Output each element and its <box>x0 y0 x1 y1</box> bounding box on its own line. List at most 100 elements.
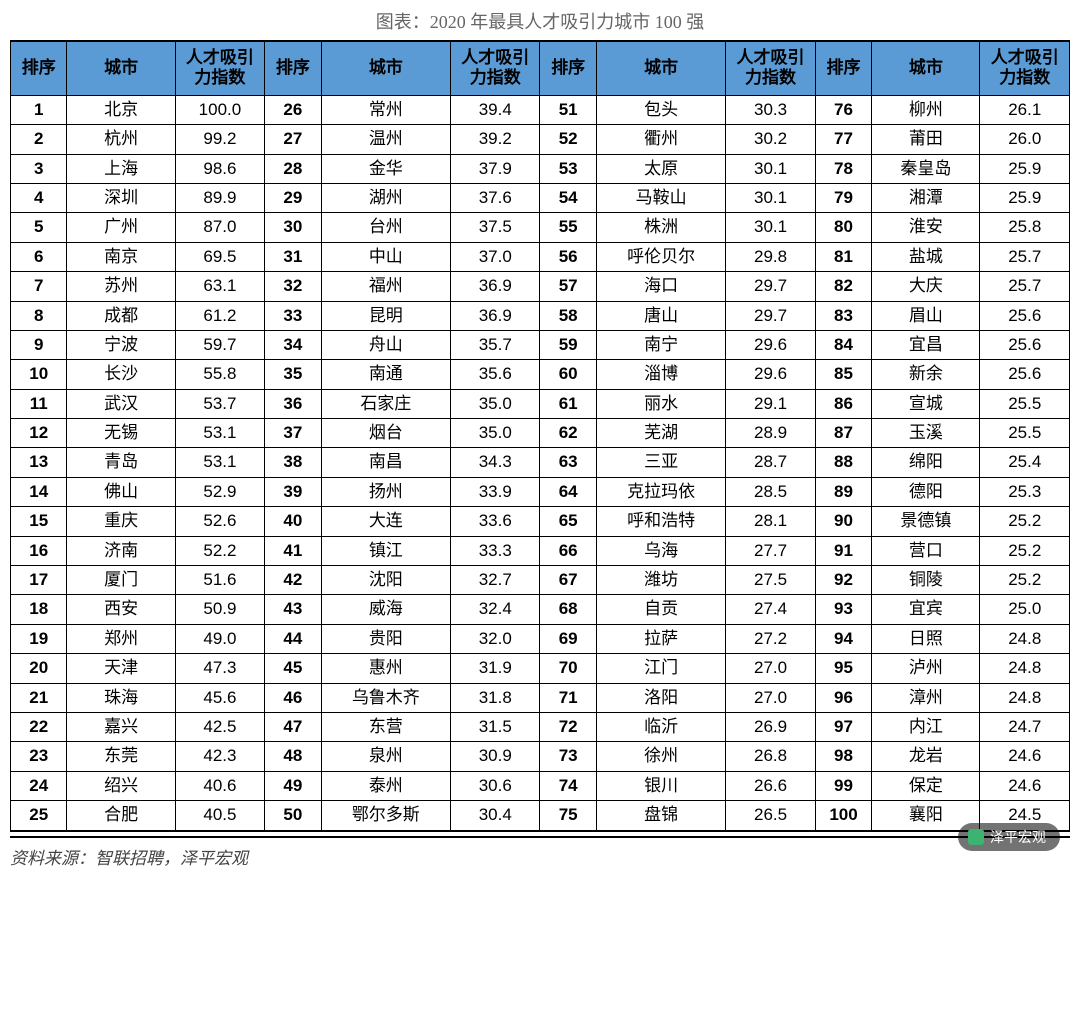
city-cell: 新余 <box>872 360 980 389</box>
rank-cell: 86 <box>815 389 871 418</box>
city-cell: 银川 <box>596 771 725 800</box>
index-cell: 52.9 <box>175 477 264 506</box>
city-cell: 呼和浩特 <box>596 507 725 536</box>
rank-cell: 44 <box>265 624 321 653</box>
index-cell: 53.1 <box>175 448 264 477</box>
rank-cell: 99 <box>815 771 871 800</box>
rank-cell: 47 <box>265 712 321 741</box>
rank-cell: 92 <box>815 566 871 595</box>
index-cell: 36.9 <box>451 272 540 301</box>
rank-cell: 87 <box>815 419 871 448</box>
city-cell: 宁波 <box>67 330 175 359</box>
rank-cell: 28 <box>265 154 321 183</box>
city-cell: 淄博 <box>596 360 725 389</box>
rank-cell: 19 <box>11 624 67 653</box>
rank-cell: 77 <box>815 125 871 154</box>
index-cell: 35.0 <box>451 419 540 448</box>
city-cell: 太原 <box>596 154 725 183</box>
index-cell: 61.2 <box>175 301 264 330</box>
index-cell: 49.0 <box>175 624 264 653</box>
rank-cell: 67 <box>540 566 596 595</box>
header-city: 城市 <box>596 41 725 95</box>
index-cell: 25.6 <box>980 330 1070 359</box>
chart-title: 图表：2020 年最具人才吸引力城市 100 强 <box>0 0 1080 40</box>
ranking-table: 排序 城市 人才吸引力指数 排序 城市 人才吸引力指数 排序 城市 人才吸引力指… <box>10 40 1070 832</box>
index-cell: 27.0 <box>726 683 815 712</box>
city-cell: 台州 <box>321 213 450 242</box>
header-city: 城市 <box>67 41 175 95</box>
city-cell: 湖州 <box>321 183 450 212</box>
table-row: 19郑州49.044贵阳32.069拉萨27.294日照24.8 <box>11 624 1070 653</box>
city-cell: 泰州 <box>321 771 450 800</box>
table-row: 5广州87.030台州37.555株洲30.180淮安25.8 <box>11 213 1070 242</box>
city-cell: 广州 <box>67 213 175 242</box>
city-cell: 洛阳 <box>596 683 725 712</box>
index-cell: 45.6 <box>175 683 264 712</box>
rank-cell: 10 <box>11 360 67 389</box>
rank-cell: 45 <box>265 654 321 683</box>
table-row: 14佛山52.939扬州33.964克拉玛依28.589德阳25.3 <box>11 477 1070 506</box>
rank-cell: 74 <box>540 771 596 800</box>
table-row: 18西安50.943威海32.468自贡27.493宜宾25.0 <box>11 595 1070 624</box>
rank-cell: 29 <box>265 183 321 212</box>
rank-cell: 76 <box>815 95 871 124</box>
city-cell: 淮安 <box>872 213 980 242</box>
city-cell: 株洲 <box>596 213 725 242</box>
rank-cell: 94 <box>815 624 871 653</box>
index-cell: 63.1 <box>175 272 264 301</box>
city-cell: 东莞 <box>67 742 175 771</box>
rank-cell: 64 <box>540 477 596 506</box>
rank-cell: 46 <box>265 683 321 712</box>
table-row: 2杭州99.227温州39.252衢州30.277莆田26.0 <box>11 125 1070 154</box>
rank-cell: 81 <box>815 242 871 271</box>
city-cell: 大连 <box>321 507 450 536</box>
index-cell: 24.7 <box>980 712 1070 741</box>
header-index: 人才吸引力指数 <box>726 41 815 95</box>
rank-cell: 35 <box>265 360 321 389</box>
table-row: 16济南52.241镇江33.366乌海27.791营口25.2 <box>11 536 1070 565</box>
rank-cell: 50 <box>265 801 321 831</box>
header-rank: 排序 <box>540 41 596 95</box>
index-cell: 40.6 <box>175 771 264 800</box>
index-cell: 39.4 <box>451 95 540 124</box>
city-cell: 南宁 <box>596 330 725 359</box>
city-cell: 保定 <box>872 771 980 800</box>
city-cell: 厦门 <box>67 566 175 595</box>
rank-cell: 85 <box>815 360 871 389</box>
index-cell: 37.0 <box>451 242 540 271</box>
index-cell: 29.6 <box>726 330 815 359</box>
rank-cell: 3 <box>11 154 67 183</box>
rank-cell: 98 <box>815 742 871 771</box>
index-cell: 24.8 <box>980 624 1070 653</box>
index-cell: 28.7 <box>726 448 815 477</box>
city-cell: 惠州 <box>321 654 450 683</box>
city-cell: 扬州 <box>321 477 450 506</box>
city-cell: 秦皇岛 <box>872 154 980 183</box>
index-cell: 30.6 <box>451 771 540 800</box>
rank-cell: 22 <box>11 712 67 741</box>
city-cell: 宜昌 <box>872 330 980 359</box>
rank-cell: 16 <box>11 536 67 565</box>
city-cell: 济南 <box>67 536 175 565</box>
rank-cell: 40 <box>265 507 321 536</box>
rank-cell: 34 <box>265 330 321 359</box>
rank-cell: 60 <box>540 360 596 389</box>
rank-cell: 90 <box>815 507 871 536</box>
city-cell: 青岛 <box>67 448 175 477</box>
index-cell: 25.0 <box>980 595 1070 624</box>
rank-cell: 72 <box>540 712 596 741</box>
index-cell: 29.6 <box>726 360 815 389</box>
city-cell: 玉溪 <box>872 419 980 448</box>
city-cell: 中山 <box>321 242 450 271</box>
city-cell: 杭州 <box>67 125 175 154</box>
index-cell: 27.2 <box>726 624 815 653</box>
table-row: 13青岛53.138南昌34.363三亚28.788绵阳25.4 <box>11 448 1070 477</box>
city-cell: 景德镇 <box>872 507 980 536</box>
index-cell: 53.7 <box>175 389 264 418</box>
rank-cell: 12 <box>11 419 67 448</box>
rank-cell: 68 <box>540 595 596 624</box>
city-cell: 盘锦 <box>596 801 725 831</box>
index-cell: 29.7 <box>726 301 815 330</box>
city-cell: 江门 <box>596 654 725 683</box>
rank-cell: 1 <box>11 95 67 124</box>
